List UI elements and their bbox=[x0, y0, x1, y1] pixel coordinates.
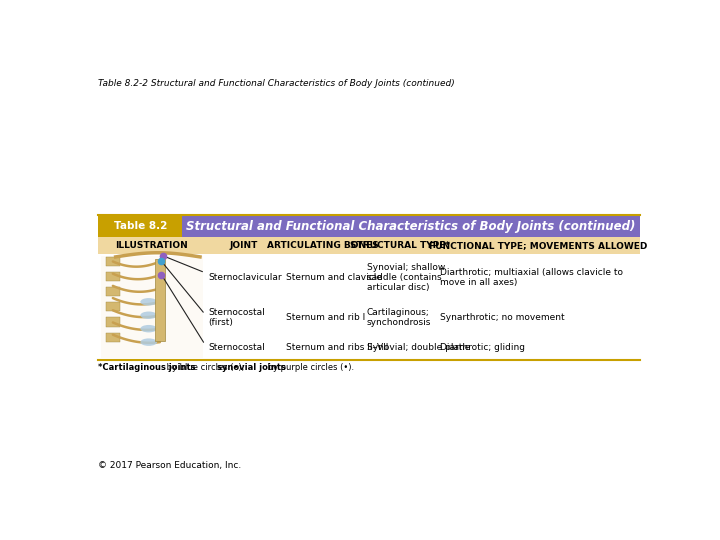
Bar bbox=[106, 257, 120, 266]
Text: Structural and Functional Characteristics of Body Joints (continued): Structural and Functional Characteristic… bbox=[186, 220, 636, 233]
Text: STRUCTURAL TYPE*: STRUCTURAL TYPE* bbox=[350, 241, 450, 250]
Text: FUNCTIONAL TYPE; MOVEMENTS ALLOWED: FUNCTIONAL TYPE; MOVEMENTS ALLOWED bbox=[429, 241, 647, 250]
Text: Sternocostal: Sternocostal bbox=[208, 343, 265, 352]
Bar bbox=[106, 302, 120, 312]
Bar bbox=[156, 259, 166, 341]
Text: Synovial; double plane: Synovial; double plane bbox=[367, 343, 470, 352]
Bar bbox=[99, 215, 182, 237]
Bar bbox=[101, 255, 203, 357]
Text: Sternum and clavicle: Sternum and clavicle bbox=[286, 273, 382, 282]
Text: Sternum and ribs II–VII: Sternum and ribs II–VII bbox=[286, 343, 388, 352]
Bar bbox=[106, 318, 120, 327]
Bar bbox=[106, 333, 120, 342]
Text: Sternoclavicular: Sternoclavicular bbox=[208, 273, 282, 282]
Text: by purple circles (•).: by purple circles (•). bbox=[265, 363, 354, 373]
Text: Sternum and rib I: Sternum and rib I bbox=[286, 313, 365, 322]
Text: Table 8.2-2 Structural and Functional Characteristics of Body Joints (continued): Table 8.2-2 Structural and Functional Ch… bbox=[99, 79, 455, 89]
Text: JOINT: JOINT bbox=[229, 241, 257, 250]
Ellipse shape bbox=[140, 339, 157, 346]
Bar bbox=[106, 287, 120, 296]
Text: *Cartilaginous joints: *Cartilaginous joints bbox=[99, 363, 196, 373]
Text: Cartilaginous;
synchondrosis: Cartilaginous; synchondrosis bbox=[367, 308, 431, 327]
Text: ILLUSTRATION: ILLUSTRATION bbox=[114, 241, 187, 250]
Ellipse shape bbox=[140, 325, 157, 333]
Text: Synovial; shallow
saddle (contains
articular disc): Synovial; shallow saddle (contains artic… bbox=[367, 262, 445, 292]
Text: © 2017 Pearson Education, Inc.: © 2017 Pearson Education, Inc. bbox=[99, 461, 242, 470]
Text: Sternocostal
(first): Sternocostal (first) bbox=[208, 308, 265, 327]
Ellipse shape bbox=[140, 298, 157, 306]
Text: Table 8.2: Table 8.2 bbox=[114, 221, 167, 231]
Text: Diarthrotic; gliding: Diarthrotic; gliding bbox=[440, 343, 525, 352]
Bar bbox=[182, 215, 639, 237]
Text: synovial joints: synovial joints bbox=[217, 363, 286, 373]
Ellipse shape bbox=[140, 312, 157, 319]
Text: by blue circles (•);: by blue circles (•); bbox=[164, 363, 247, 373]
Bar bbox=[106, 272, 120, 281]
Text: Synarthrotic; no movement: Synarthrotic; no movement bbox=[440, 313, 564, 322]
Bar bbox=[99, 237, 639, 254]
Text: ARTICULATING BONES: ARTICULATING BONES bbox=[267, 241, 379, 250]
Bar bbox=[99, 254, 639, 365]
Text: Diarthrotic; multiaxial (allows clavicle to
move in all axes): Diarthrotic; multiaxial (allows clavicle… bbox=[440, 268, 623, 287]
